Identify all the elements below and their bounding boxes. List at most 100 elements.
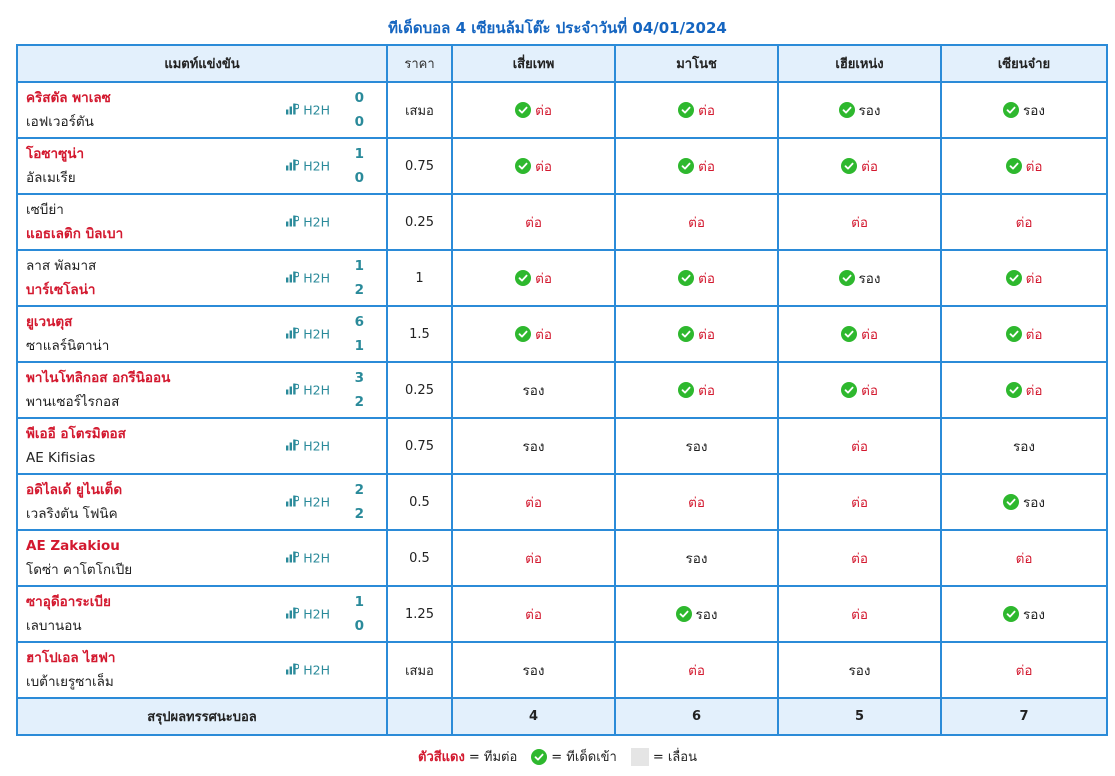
summary-label: สรุปผลทรรศนะบอล	[16, 697, 388, 736]
score-away: 2	[354, 282, 364, 298]
h2h-link[interactable]: H2H	[285, 438, 330, 455]
table-header-row: แมตท์แข่งขัน ราคา เสี่ยเทพ มาโนช เฮียเหน…	[16, 44, 1108, 83]
pick: รอง	[523, 435, 545, 457]
pick-cell: ต่อ	[614, 137, 779, 195]
pick-label: ต่อ	[851, 607, 868, 623]
pick-label: ต่อ	[525, 215, 542, 231]
pick-label: รอง	[695, 607, 718, 623]
away-team: บาร์เซโลน่า	[26, 282, 96, 298]
match-cell: AE Zakakiou โดซ่า คาโตโกเปีย H2H	[16, 529, 388, 587]
pick: รอง	[1003, 99, 1045, 121]
pick-cell: ต่อ	[451, 193, 616, 251]
h2h-link[interactable]: H2H	[285, 662, 330, 679]
h2h-label: H2H	[303, 214, 330, 230]
pick-label: ต่อ	[861, 383, 878, 399]
pick-label: รอง	[522, 383, 545, 399]
pick-label: ต่อ	[688, 495, 705, 511]
score-away: 2	[354, 506, 364, 522]
pick-cell: ต่อ	[777, 137, 942, 195]
check-icon	[515, 102, 532, 118]
match-cell: พาไนโทลิกอส อกรีนิออน พานเซอร์ไรกอส H2H 3 2	[16, 361, 388, 419]
pick-cell: ต่อ	[940, 137, 1108, 195]
price-cell: 1	[386, 249, 453, 307]
home-team: ยูเวนตุส	[26, 314, 73, 330]
away-team: อัลเมเรีย	[26, 170, 76, 186]
pick: รอง	[686, 547, 708, 569]
h2h-link[interactable]: H2H	[285, 550, 330, 567]
pick-cell: รอง	[940, 473, 1108, 531]
page-title: ทีเด็ดบอล 4 เซียนล้มโต๊ะ ประจำวันที่ 04/…	[388, 19, 727, 37]
legend-gray: = เลื่อน	[630, 746, 697, 767]
pick: ต่อ	[688, 491, 705, 513]
h2h-label: H2H	[303, 326, 330, 342]
h2h-link[interactable]: H2H	[285, 494, 330, 511]
pick: ต่อ	[851, 435, 868, 457]
h2h-label: H2H	[303, 494, 330, 510]
legend: ตัวสีแดง = ทีมต่อ = ทีเด็ดเข้า = เลื่อน	[0, 746, 1115, 767]
stats-icon	[285, 158, 300, 175]
pick-cell: ต่อ	[451, 305, 616, 363]
table-row: พาไนโทลิกอส อกรีนิออน พานเซอร์ไรกอส H2H 3 2 0…	[16, 361, 1108, 419]
pick: ต่อ	[851, 491, 868, 513]
check-icon	[838, 270, 855, 286]
pick-cell: ต่อ	[777, 417, 942, 475]
legend-red-word: ตัวสีแดง	[418, 750, 465, 765]
home-team: โอซาซูน่า	[26, 146, 85, 162]
pick-label: รอง	[685, 551, 708, 567]
check-icon	[531, 748, 548, 765]
check-icon	[678, 382, 695, 398]
home-team: AE Zakakiou	[26, 538, 120, 554]
pick: รอง	[1003, 603, 1045, 625]
h2h-link[interactable]: H2H	[285, 270, 330, 287]
pick-label: รอง	[1023, 495, 1045, 511]
pick-label: ต่อ	[1015, 551, 1033, 567]
price-cell: 0.75	[386, 137, 453, 195]
away-team: เวลริงตัน โฟนิค	[26, 506, 118, 522]
home-team: เซบีย่า	[26, 202, 64, 218]
header-match: แมตท์แข่งขัน	[16, 44, 388, 83]
pick-label: ต่อ	[535, 271, 552, 287]
summary-empty	[386, 697, 453, 736]
h2h-link[interactable]: H2H	[285, 158, 330, 175]
pick-label: ต่อ	[851, 551, 868, 567]
pick-cell: ต่อ	[777, 529, 942, 587]
away-team: เลบานอน	[26, 618, 82, 634]
h2h-link[interactable]: H2H	[285, 606, 330, 623]
pick-label: ต่อ	[861, 159, 878, 175]
pick-cell: ต่อ	[940, 529, 1108, 587]
h2h-link[interactable]: H2H	[285, 214, 330, 231]
check-icon	[515, 158, 532, 174]
pick-label: รอง	[522, 663, 545, 679]
score-home: 6	[354, 314, 364, 330]
pick-label: ต่อ	[1025, 271, 1043, 287]
h2h-link[interactable]: H2H	[285, 326, 330, 343]
pick-label: ต่อ	[698, 327, 715, 343]
stats-icon	[285, 102, 300, 119]
pick: ต่อ	[841, 379, 878, 401]
pick-cell: ต่อ	[777, 193, 942, 251]
score-away: 2	[354, 394, 364, 410]
score-home: 0	[354, 90, 364, 106]
pick-label: รอง	[685, 439, 708, 455]
pick-cell: ต่อ	[451, 81, 616, 139]
home-team: ซาอุดีอาระเบีย	[26, 594, 111, 610]
stats-icon	[285, 326, 300, 343]
check-icon	[841, 382, 858, 398]
stats-icon	[285, 270, 300, 287]
pick-label: ต่อ	[525, 607, 542, 623]
price-cell: 0.25	[386, 361, 453, 419]
summary-value: 6	[614, 697, 779, 736]
match-cell: ฮาโปเอล ไฮฟา เบต้าเยรูซาเล็ม H2H	[16, 641, 388, 699]
pick: ต่อ	[1005, 379, 1042, 401]
h2h-label: H2H	[303, 438, 330, 454]
pick-cell: ต่อ	[451, 473, 616, 531]
h2h-link[interactable]: H2H	[285, 102, 330, 119]
home-team: ฮาโปเอล ไฮฟา	[26, 650, 116, 666]
table-row: AE Zakakiou โดซ่า คาโตโกเปีย H2H 0.5 ต่อ รอง ต…	[16, 529, 1108, 587]
table-row: ลาส พัลมาส บาร์เซโลน่า H2H 1 2 1 ต่อ ต่อ รอง ต่อ	[16, 249, 1108, 307]
pick-cell: รอง	[614, 529, 779, 587]
pick: รอง	[686, 435, 708, 457]
h2h-link[interactable]: H2H	[285, 382, 330, 399]
